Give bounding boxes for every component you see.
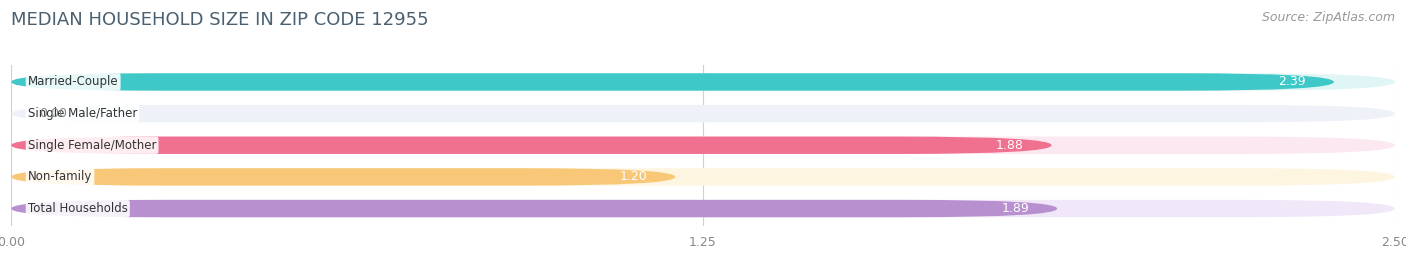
FancyBboxPatch shape [11,137,1052,154]
FancyBboxPatch shape [11,200,1395,217]
Text: Single Male/Father: Single Male/Father [28,107,138,120]
FancyBboxPatch shape [11,105,1395,122]
Text: 1.88: 1.88 [995,139,1024,152]
Text: 1.89: 1.89 [1001,202,1029,215]
Text: Non-family: Non-family [28,170,93,183]
Text: Source: ZipAtlas.com: Source: ZipAtlas.com [1261,11,1395,24]
Text: Total Households: Total Households [28,202,128,215]
Text: Married-Couple: Married-Couple [28,76,118,89]
Text: 1.20: 1.20 [620,170,648,183]
FancyBboxPatch shape [11,137,1395,154]
Text: 0.00: 0.00 [39,107,67,120]
FancyBboxPatch shape [11,168,1395,186]
FancyBboxPatch shape [11,200,1057,217]
FancyBboxPatch shape [11,73,1334,91]
Text: 2.39: 2.39 [1278,76,1306,89]
Text: Single Female/Mother: Single Female/Mother [28,139,156,152]
Text: MEDIAN HOUSEHOLD SIZE IN ZIP CODE 12955: MEDIAN HOUSEHOLD SIZE IN ZIP CODE 12955 [11,11,429,29]
FancyBboxPatch shape [11,73,1395,91]
FancyBboxPatch shape [11,168,675,186]
